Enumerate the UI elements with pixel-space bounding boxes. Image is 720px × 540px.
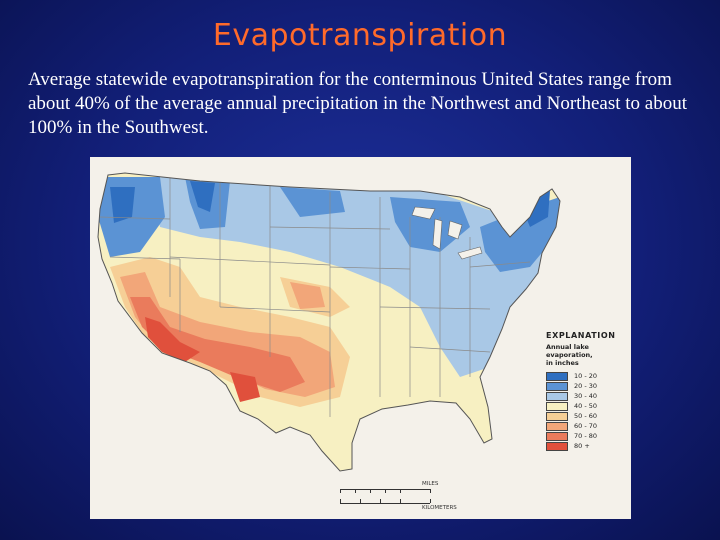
us-outline [97,172,561,472]
scale-tick [385,489,386,493]
legend-label: 10 - 20 [574,372,598,380]
legend-swatch [546,381,568,391]
region-80-plus [145,317,200,362]
legend-subtitle: Annual lake evaporation, in inches [546,343,628,367]
lake-huron [447,220,463,240]
legend-swatch [546,401,568,411]
legend-item: 60 - 70 [546,421,628,431]
legend-swatch [546,431,568,441]
state-boundaries [99,177,531,417]
scale-tick [360,499,361,503]
legend-item: 10 - 20 [546,371,628,381]
legend-label: 20 - 30 [574,382,598,390]
scale-line-km [340,503,430,504]
lake-superior [411,206,436,220]
legend-item: 30 - 40 [546,391,628,401]
scale-unit-km: KILOMETERS [422,505,457,511]
us-map-graphic [97,172,561,472]
scale-unit-miles: MILES [422,481,439,487]
legend-title: EXPLANATION [546,331,616,340]
legend-label: 40 - 50 [574,402,598,410]
legend-swatch [546,411,568,421]
lake-erie [457,246,483,260]
legend-item: 50 - 60 [546,411,628,421]
legend-label: 30 - 40 [574,392,598,400]
legend-subtitle-line: evaporation, [546,351,593,359]
legend-swatch [546,421,568,431]
legend-swatch [546,441,568,451]
lake-michigan [432,218,443,250]
map-legend: EXPLANATION Annual lake evaporation, in … [546,331,628,451]
region-10-20-wa [110,187,135,223]
region-80-plus-tx [230,372,260,402]
region-10-20-mt [190,181,215,212]
scale-tick [400,489,401,493]
slide-title: Evapotranspiration [212,18,508,53]
region-70-80 [130,297,305,392]
region-60-70-ks [290,282,325,309]
legend-swatch [546,391,568,401]
legend-item: 80 + [546,441,628,451]
legend-label: 60 - 70 [574,422,598,430]
scale-tick [340,499,341,503]
scale-tick [400,499,401,503]
legend-item: 40 - 50 [546,401,628,411]
legend-item: 20 - 30 [546,381,628,391]
scale-tick [430,489,431,493]
legend-item: 70 - 80 [546,431,628,441]
scale-tick [340,489,341,493]
scale-tick [380,499,381,503]
legend-label: 70 - 80 [574,432,598,440]
legend-label: 50 - 60 [574,412,598,420]
scale-tick [370,489,371,493]
evaporation-map: EXPLANATION Annual lake evaporation, in … [90,157,631,519]
legend-subtitle-line: Annual lake [546,343,589,351]
legend-items: 10 - 20 20 - 30 30 - 40 40 - 50 50 - 60 60 - … [546,371,628,451]
legend-subtitle-line: in inches [546,359,579,367]
scale-tick [355,489,356,493]
region-20-30-plains [280,187,345,217]
legend-label: 80 + [574,442,590,450]
map-scale-bar: MILES KILOMETERS [340,479,457,513]
scale-tick [430,499,431,503]
legend-swatch [546,371,568,381]
slide-description: Average statewide evapotranspiration for… [28,69,687,138]
